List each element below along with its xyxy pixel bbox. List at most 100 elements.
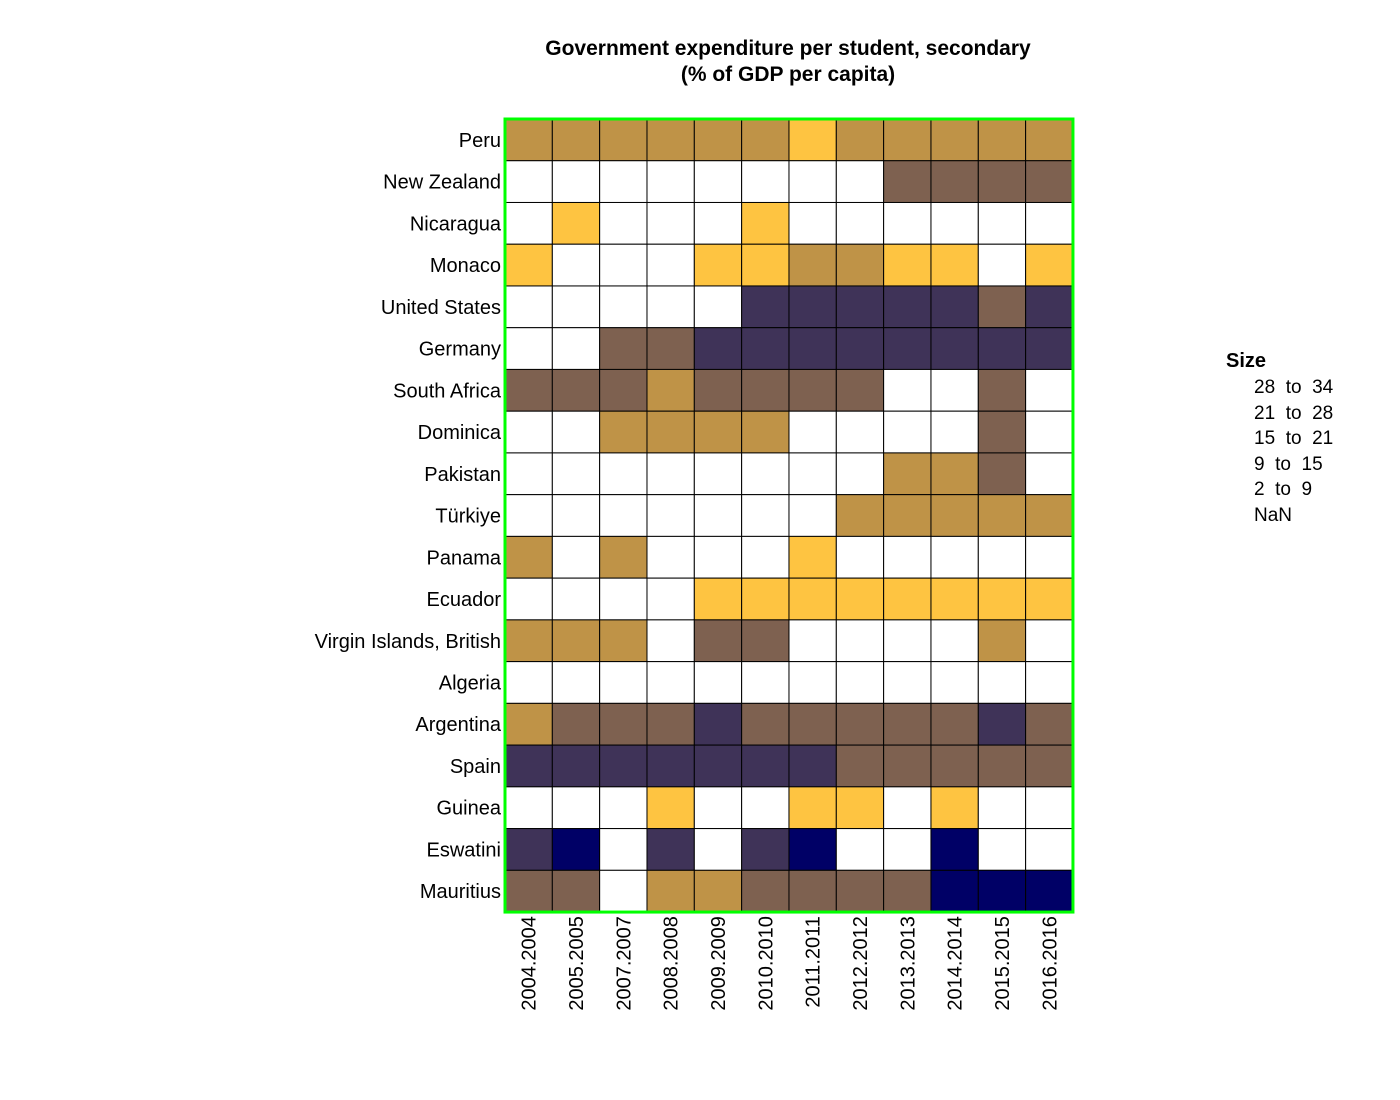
heatmap-cell [930, 535, 979, 579]
heatmap-cell [599, 577, 648, 621]
heatmap-cell [599, 201, 648, 245]
heatmap-cell [930, 243, 979, 287]
row-label: Panama [427, 547, 502, 569]
heatmap-cell [551, 702, 601, 746]
heatmap-cell [788, 661, 837, 704]
heatmap-cell [835, 828, 885, 871]
heatmap-cell [693, 577, 743, 621]
heatmap-cell [741, 327, 790, 370]
heatmap-cell [693, 452, 743, 496]
heatmap-cell [883, 577, 932, 621]
heatmap-cell [551, 327, 601, 370]
row-label: Türkiye [435, 506, 501, 528]
heatmap-cell [835, 577, 885, 621]
heatmap-cell [835, 452, 885, 496]
row-label: United States [381, 297, 501, 319]
heatmap-cell [646, 368, 695, 412]
column-label: 2004.2004 [519, 916, 541, 1011]
legend-entry: 21 to 28 [1254, 402, 1334, 424]
heatmap-cell [835, 327, 885, 370]
heatmap-cell [977, 661, 1027, 704]
heatmap-cell [504, 702, 553, 746]
heatmap-cell [788, 828, 837, 871]
heatmap-cell [693, 661, 743, 704]
row-label: Eswatini [427, 839, 501, 861]
heatmap-cell [551, 452, 601, 496]
heatmap-cell [741, 661, 790, 704]
heatmap-cell [646, 869, 695, 913]
heatmap-cell [504, 869, 553, 913]
heatmap-cell [930, 327, 979, 370]
legend-entry: 2 to 9 [1254, 479, 1313, 501]
plot-border [503, 117, 1075, 914]
column-label: 2007.2007 [613, 916, 635, 1011]
heatmap-cell [930, 118, 979, 162]
heatmap-cell [883, 160, 932, 203]
heatmap-cell [1025, 786, 1074, 830]
heatmap-cell [930, 869, 979, 913]
column-label: 2014.2014 [945, 916, 967, 1011]
heatmap-cell [1025, 702, 1074, 746]
heatmap-cell [788, 535, 837, 579]
row-label: Pakistan [424, 464, 501, 486]
heatmap-cell [599, 619, 648, 663]
heatmap-cell [835, 285, 885, 329]
heatmap-cell [646, 285, 695, 329]
heatmap-cell [646, 702, 695, 746]
heatmap-cell [977, 619, 1027, 663]
heatmap-cell [599, 285, 648, 329]
heatmap-cell [883, 786, 932, 830]
row-label: Virgin Islands, British [315, 631, 501, 653]
row-label: Ecuador [427, 589, 502, 611]
heatmap-cell [788, 243, 837, 287]
heatmap-cell [551, 410, 601, 454]
heatmap-cell [741, 619, 790, 663]
chart-title: Government expenditure per student, seco… [545, 37, 1031, 60]
heatmap-cell [504, 327, 553, 370]
heatmap-cell [551, 243, 601, 287]
column-label: 2013.2013 [897, 916, 919, 1011]
heatmap-cell [599, 869, 648, 913]
heatmap-cell [599, 828, 648, 871]
heatmap-cell [599, 535, 648, 579]
heatmap-cell [646, 494, 695, 537]
heatmap-cell [788, 702, 837, 746]
heatmap-cell [741, 160, 790, 203]
heatmap-cell [1025, 535, 1074, 579]
heatmap-cell [646, 160, 695, 203]
heatmap-cell [741, 285, 790, 329]
heatmap-cell [883, 619, 932, 663]
heatmap-cell [551, 828, 601, 871]
heatmap-cell [883, 201, 932, 245]
heatmap-cell [977, 201, 1027, 245]
heatmap-cell [835, 494, 885, 537]
heatmap-cell [788, 577, 837, 621]
heatmap-cell [646, 577, 695, 621]
heatmap-cell [693, 869, 743, 913]
heatmap-cell [788, 452, 837, 496]
heatmap-cell [977, 869, 1027, 913]
row-label: Peru [459, 130, 501, 152]
row-label: Mauritius [420, 881, 501, 903]
heatmap-cell [741, 118, 790, 162]
heatmap-cell [693, 828, 743, 871]
heatmap-cell [788, 410, 837, 454]
heatmap-cell [1025, 577, 1074, 621]
heatmap-cell [835, 869, 885, 913]
heatmap-cell [741, 869, 790, 913]
heatmap-cell [977, 410, 1027, 454]
heatmap-cell [741, 828, 790, 871]
heatmap-cell [835, 702, 885, 746]
heatmap-cell [883, 828, 932, 871]
heatmap-cell [1025, 327, 1074, 370]
heatmap-cell [1025, 452, 1074, 496]
heatmap-cell [835, 368, 885, 412]
heatmap-cell [504, 285, 553, 329]
row-label: Germany [419, 339, 501, 361]
heatmap-cell [693, 118, 743, 162]
heatmap-cell [930, 285, 979, 329]
heatmap-cell [551, 285, 601, 329]
heatmap-cell [883, 702, 932, 746]
heatmap-cell [883, 327, 932, 370]
heatmap-cell [788, 869, 837, 913]
